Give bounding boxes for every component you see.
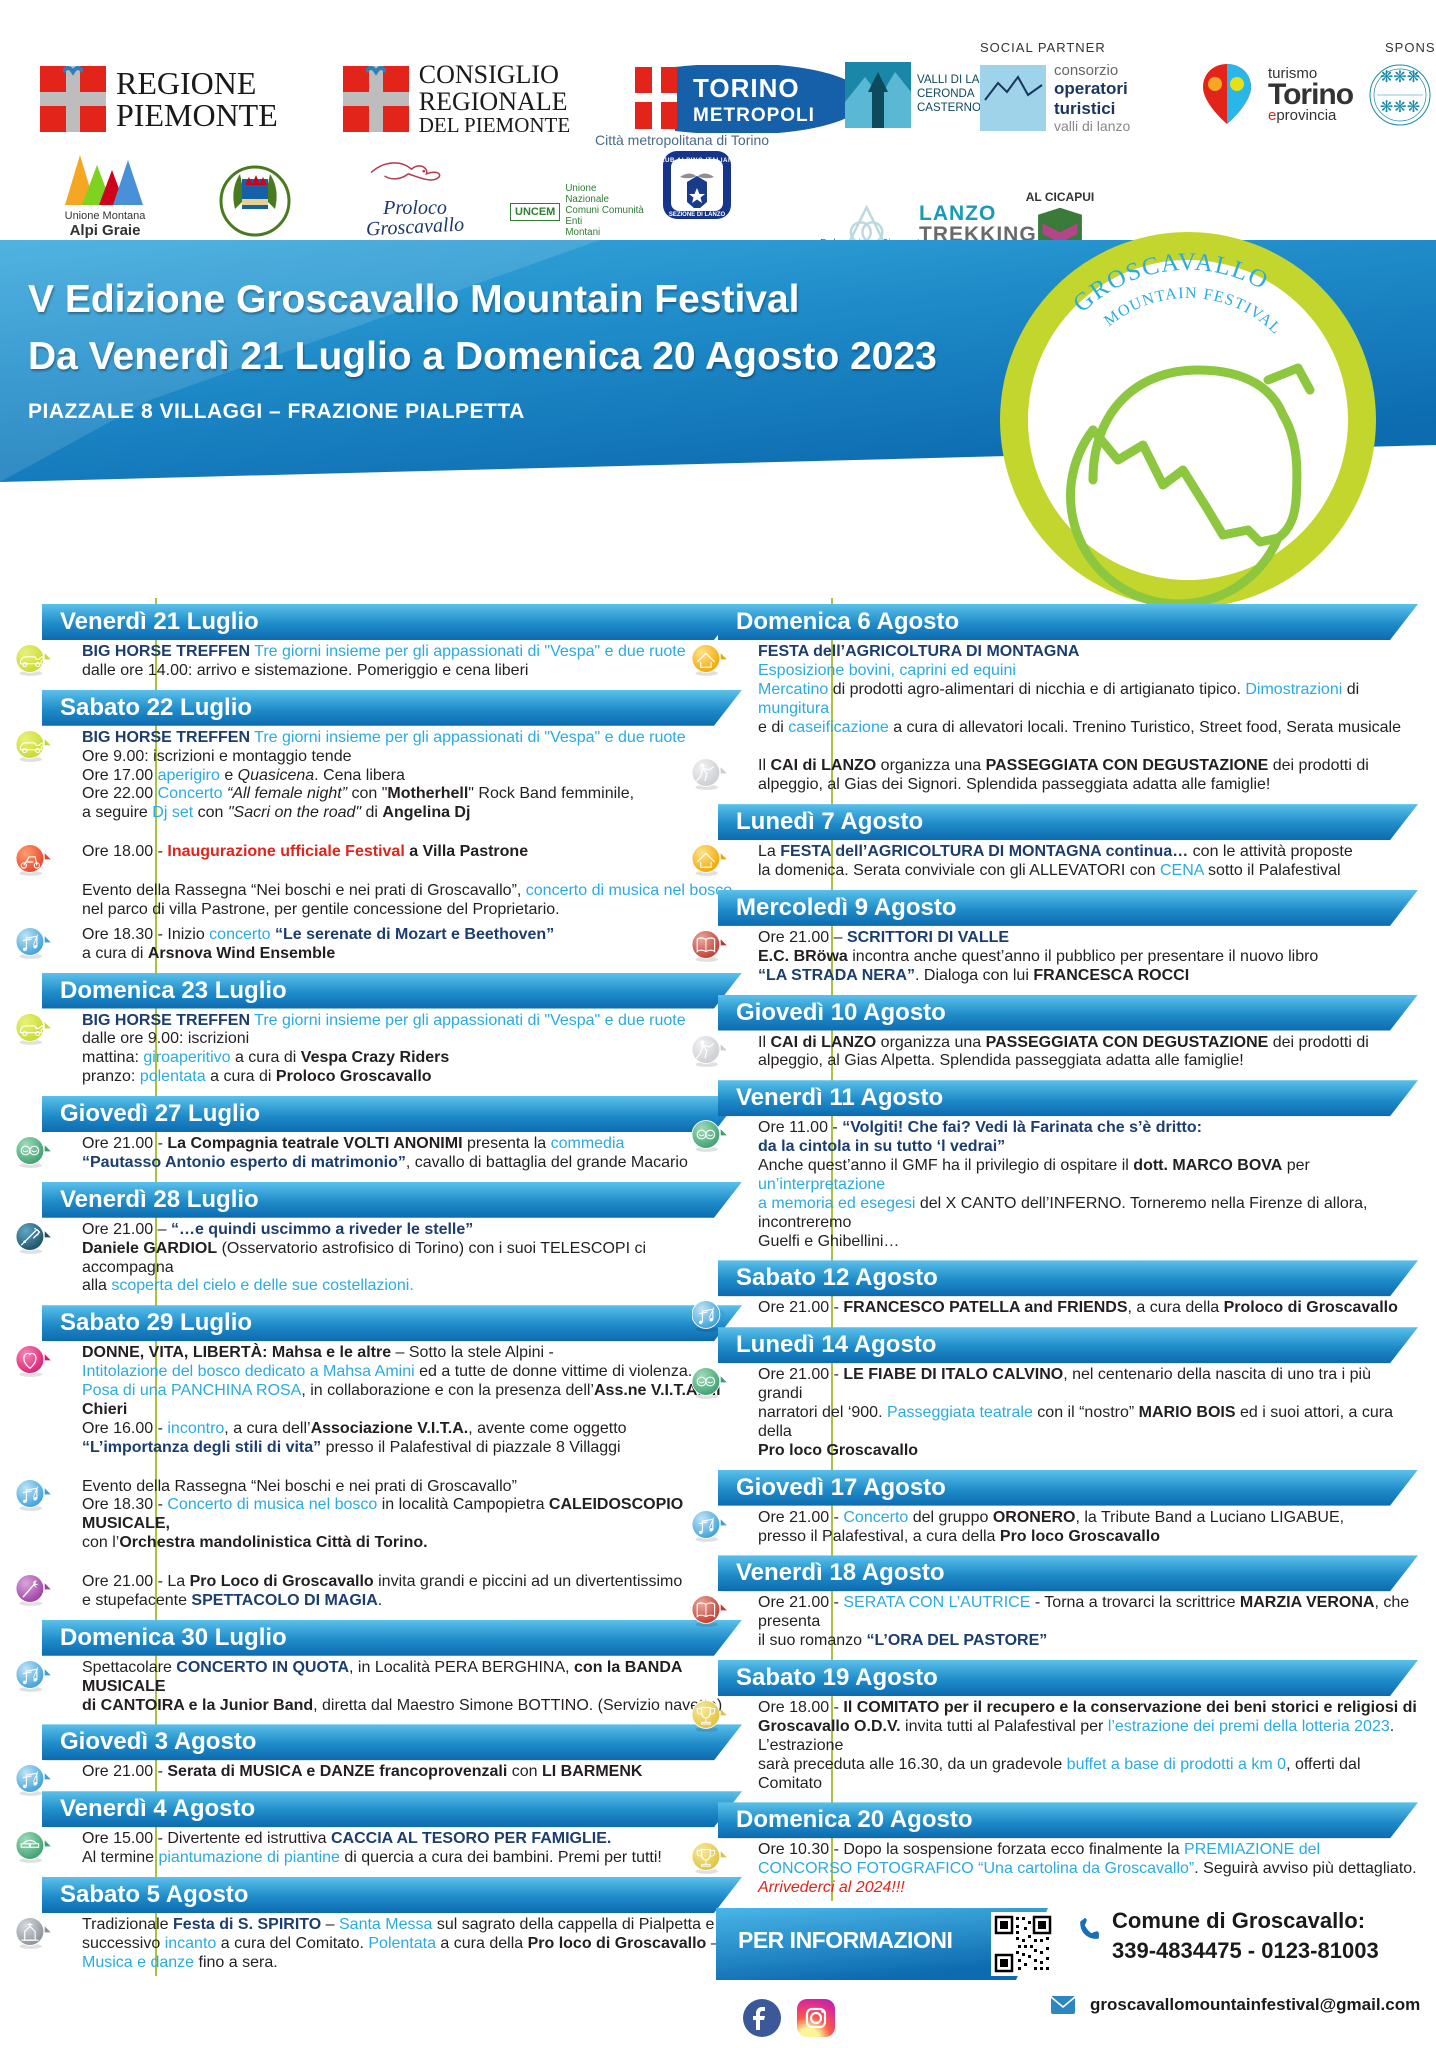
svg-text:❋❋❋: ❋❋❋ — [1380, 69, 1420, 86]
svg-text:❋❋❋: ❋❋❋ — [1380, 99, 1420, 116]
svg-text:SEZIONE DI LANZO: SEZIONE DI LANZO — [669, 212, 726, 218]
svg-text:CLUB ALPINO ITALIANO: CLUB ALPINO ITALIANO — [662, 157, 732, 164]
svg-text:METROPOLI: METROPOLI — [693, 105, 815, 126]
svg-text:TORINO: TORINO — [693, 73, 800, 103]
